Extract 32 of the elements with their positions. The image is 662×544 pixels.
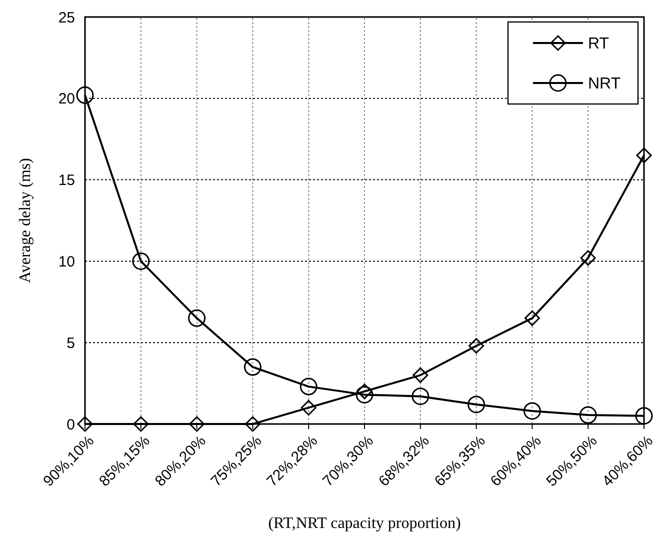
y-tick-label: 20 [58,90,75,108]
x-axis-title: (RT,NRT capacity proportion) [268,515,461,532]
point [580,250,596,266]
point [579,406,597,424]
point [468,338,484,354]
point [412,388,430,406]
y-axis-title: Average delay (ms) [17,158,34,283]
point [244,416,260,432]
point [356,384,372,400]
point [636,148,652,164]
point [133,416,149,432]
point [468,396,486,414]
point [77,416,93,432]
point [76,86,94,104]
point [189,416,205,432]
y-tick-label: 25 [58,9,75,26]
point [188,309,206,327]
y-tick-label: 10 [58,253,75,270]
point [300,400,316,416]
point [523,402,541,420]
y-tick-label: 5 [66,334,75,352]
point [244,358,262,376]
y-tick-label: 15 [58,172,75,190]
point [132,252,150,270]
point [300,378,318,396]
point [412,367,428,383]
y-tick-label: 0 [66,416,75,434]
point [356,386,374,404]
legend-label: NRT [588,76,621,93]
point [635,407,653,425]
point [524,310,540,326]
legend-label: RT [588,36,610,53]
